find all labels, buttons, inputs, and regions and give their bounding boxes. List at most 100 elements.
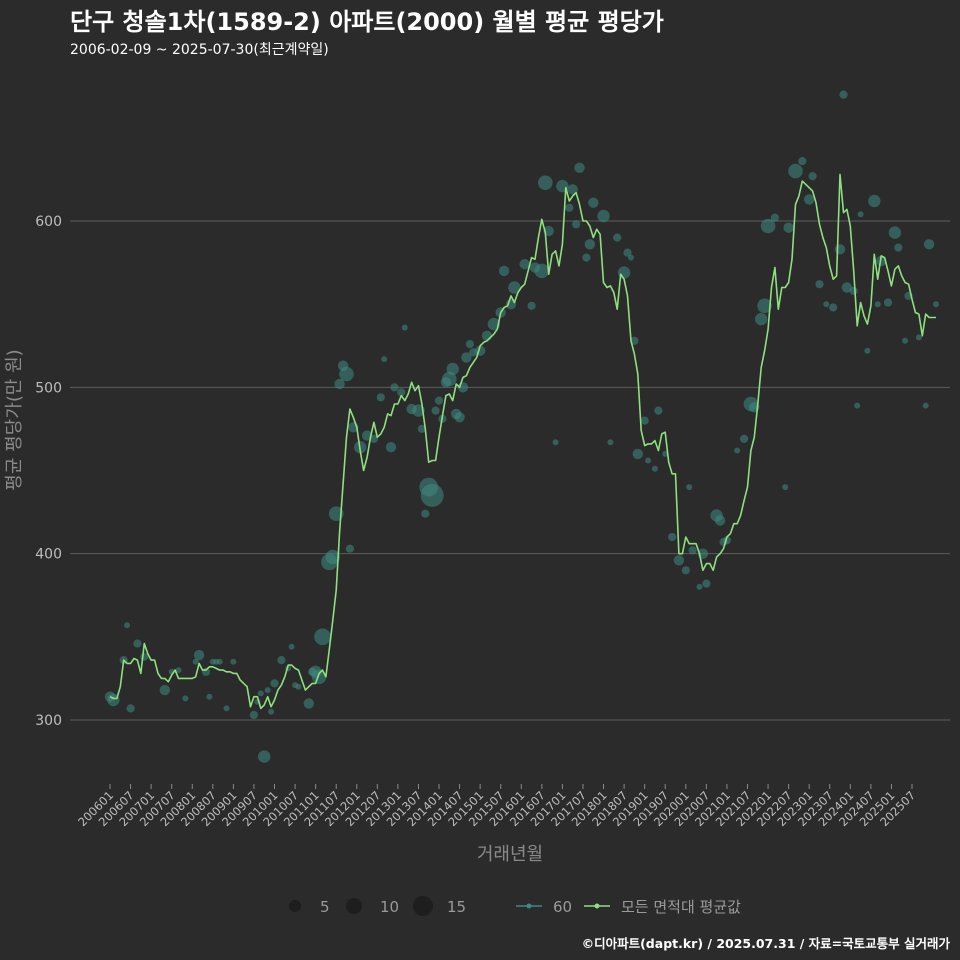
- point-60-20: [249, 710, 258, 720]
- y-tick-300: 300: [35, 713, 62, 729]
- point-60-19: [230, 658, 237, 665]
- point-60-56: [417, 424, 426, 433]
- legend-size-5-label: 5: [320, 898, 330, 916]
- point-60-31: [295, 683, 302, 690]
- point-60-23: [258, 750, 271, 763]
- point-60-111: [688, 546, 697, 555]
- point-60-147: [888, 226, 902, 239]
- point-60-52: [397, 388, 406, 397]
- point-60-91: [582, 253, 591, 262]
- point-60-65: [446, 362, 459, 376]
- point-60-153: [923, 239, 935, 250]
- point-60-64: [442, 371, 457, 387]
- point-60-32: [303, 698, 314, 709]
- point-60-104: [651, 465, 658, 472]
- point-60-47: [369, 434, 378, 443]
- point-60-137: [839, 90, 848, 99]
- point-60-76: [498, 265, 510, 277]
- point-60-87: [565, 203, 574, 212]
- point-60-132: [808, 172, 817, 181]
- point-60-144: [874, 301, 881, 308]
- point-60-154: [933, 301, 939, 308]
- point-60-146: [883, 298, 893, 307]
- point-60-36: [314, 628, 331, 646]
- point-60-57: [421, 509, 430, 518]
- point-60-116: [714, 515, 726, 526]
- y-tick-500: 500: [35, 380, 62, 396]
- point-60-10: [182, 695, 189, 702]
- point-60-105: [654, 406, 663, 415]
- legend-size-5-marker: [289, 900, 301, 912]
- point-60-130: [798, 157, 807, 166]
- point-60-102: [640, 416, 649, 425]
- point-60-107: [668, 532, 677, 542]
- average-line-layer: [109, 173, 936, 710]
- point-60-131: [804, 194, 815, 205]
- point-60-43: [345, 544, 354, 553]
- point-60-112: [696, 583, 703, 590]
- point-60-124: [757, 298, 772, 314]
- point-60-51: [390, 383, 399, 392]
- point-60-69: [461, 352, 472, 363]
- point-60-149: [902, 337, 909, 344]
- source-caption: ©디아파트(dapt.kr) / 2025.07.31 / 자료=국토교통부 실…: [582, 936, 951, 951]
- point-60-99: [628, 254, 634, 261]
- point-60-40: [334, 378, 345, 390]
- point-60-39: [328, 506, 344, 521]
- point-60-129: [788, 163, 803, 179]
- point-60-90: [574, 162, 585, 173]
- legend-60-dot: [526, 903, 532, 909]
- point-60-24: [264, 687, 271, 694]
- point-60-73: [481, 330, 493, 341]
- y-gridlines: [70, 220, 950, 721]
- chart-title: 단구 청솔1차(1589-2) 아파트(2000) 월별 평균 평당가: [70, 8, 664, 36]
- scatter-points-60: [104, 90, 939, 763]
- point-60-89: [572, 220, 581, 229]
- point-60-4: [126, 704, 135, 713]
- point-60-152: [922, 402, 929, 409]
- point-60-119: [734, 447, 741, 454]
- point-60-13: [201, 667, 211, 676]
- point-60-82: [534, 263, 550, 279]
- legend: 5 10 15 60 모든 면적대 평균값: [289, 896, 741, 916]
- legend-60-label: 60: [553, 898, 572, 916]
- point-60-93: [588, 197, 599, 208]
- legend-size-15-label: 15: [447, 898, 466, 916]
- point-60-7: [159, 684, 170, 696]
- point-60-141: [857, 211, 864, 218]
- point-60-14: [206, 693, 213, 700]
- point-60-100: [630, 336, 639, 345]
- point-60-17: [216, 658, 223, 665]
- point-60-114: [702, 579, 711, 588]
- average-line: [109, 173, 936, 710]
- point-60-80: [527, 301, 536, 310]
- point-60-9: [175, 667, 182, 674]
- x-axis-label: 거래년월: [477, 844, 543, 865]
- legend-size-10-label: 10: [380, 898, 399, 916]
- point-60-125: [760, 218, 776, 234]
- point-60-96: [613, 233, 622, 242]
- point-60-134: [823, 301, 830, 308]
- point-60-133: [815, 280, 824, 289]
- y-axis-label: 평균 평당가(만 원): [4, 349, 25, 490]
- point-60-85: [552, 439, 559, 446]
- point-60-38: [325, 549, 341, 565]
- point-60-110: [686, 484, 693, 491]
- point-60-123: [755, 312, 768, 326]
- point-60-92: [584, 239, 595, 250]
- point-60-95: [607, 439, 614, 446]
- y-tick-labels: 300 400 500 600: [35, 214, 62, 729]
- point-60-98: [623, 248, 632, 257]
- point-60-140: [854, 402, 861, 409]
- point-60-108: [673, 555, 685, 566]
- legend-avg-dot: [594, 903, 600, 909]
- legend-size-15-marker: [413, 896, 433, 916]
- point-60-22: [257, 690, 264, 697]
- point-60-101: [632, 448, 643, 460]
- point-60-138: [841, 282, 853, 293]
- point-60-5: [133, 639, 142, 648]
- point-60-59: [420, 483, 444, 507]
- point-60-50: [385, 442, 397, 453]
- point-60-49: [381, 356, 388, 363]
